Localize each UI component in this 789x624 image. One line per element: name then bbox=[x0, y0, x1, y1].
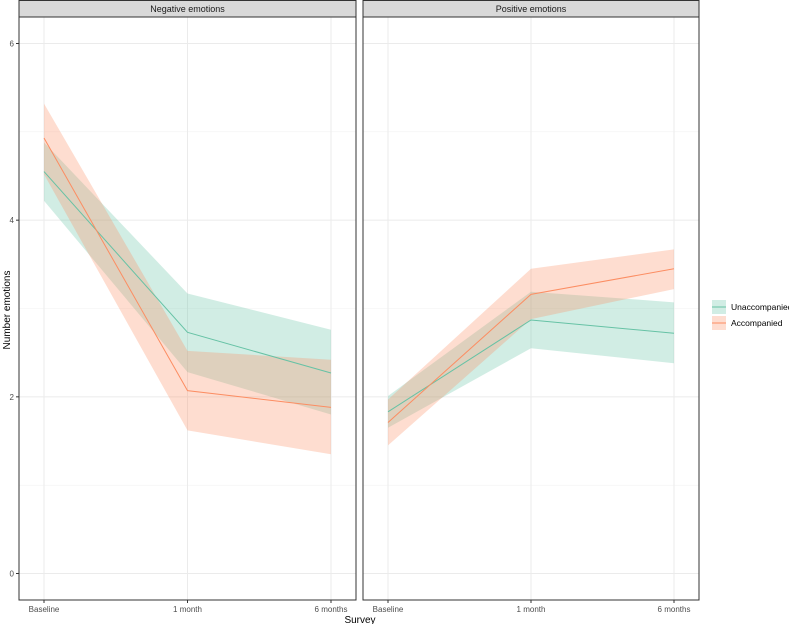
legend-item: Accompanied bbox=[712, 316, 783, 330]
ribbon-accompanied bbox=[44, 103, 331, 455]
x-tick-label: Baseline bbox=[29, 605, 60, 614]
legend-item: Unaccompanied bbox=[712, 300, 789, 314]
y-tick-label: 4 bbox=[10, 216, 15, 225]
y-tick-label: 2 bbox=[10, 393, 15, 402]
line-accompanied bbox=[387, 268, 675, 423]
facet-strip-label: Positive emotions bbox=[496, 4, 567, 14]
x-tick-label: 6 months bbox=[658, 605, 691, 614]
legend-label: Accompanied bbox=[731, 318, 783, 328]
legend-label: Unaccompanied bbox=[731, 302, 789, 312]
x-tick-label: 6 months bbox=[315, 605, 348, 614]
legend: Unaccompanied Accompanied bbox=[712, 300, 789, 330]
x-tick-label: Baseline bbox=[373, 605, 404, 614]
facet-strip bbox=[362, 0, 700, 18]
panel-1: Positive emotions Baseline 1 month 6 months bbox=[362, 0, 700, 614]
line-unaccompanied bbox=[387, 319, 675, 413]
panels: Negative emotions Baseline 1 month 6 months… bbox=[10, 0, 700, 614]
line-unaccompanied bbox=[43, 171, 332, 374]
y-tick-label: 0 bbox=[10, 570, 15, 579]
x-tick-label: 1 month bbox=[517, 605, 546, 614]
y-axis-title: Number emotions bbox=[2, 271, 13, 350]
y-tick-label: 6 bbox=[10, 40, 15, 49]
ribbon-unaccompanied bbox=[44, 142, 331, 415]
ribbon-unaccompanied bbox=[388, 291, 674, 428]
panel-0: Negative emotions Baseline 1 month 6 months… bbox=[10, 0, 357, 614]
x-axis-title: Survey bbox=[344, 615, 375, 624]
ribbon-accompanied bbox=[388, 249, 674, 446]
line-accompanied bbox=[43, 137, 332, 408]
facet-strip-label: Negative emotions bbox=[150, 4, 225, 14]
x-tick-label: 1 month bbox=[173, 605, 202, 614]
facet-strip bbox=[18, 0, 357, 18]
